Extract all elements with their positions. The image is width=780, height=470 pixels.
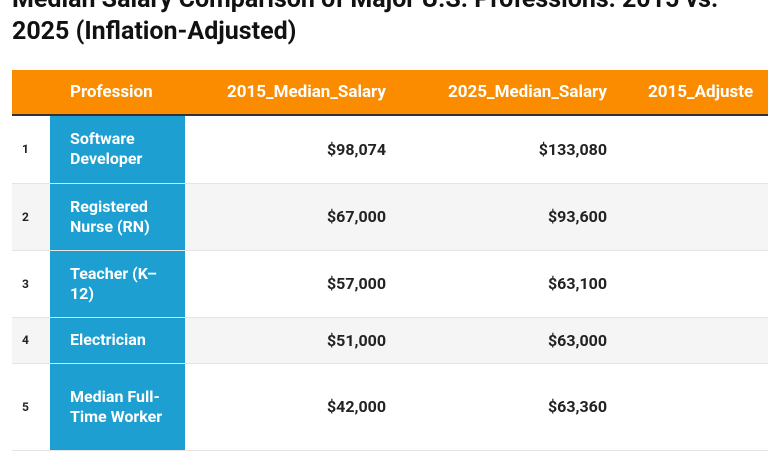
column-header: 2015_Adjuste <box>627 70 768 116</box>
empty-cell <box>627 115 768 184</box>
profession-cell: Registered Nurse (RN) <box>50 183 185 251</box>
salary-cell: $67,000 <box>185 183 406 251</box>
salary-cell: $133,080 <box>406 115 627 184</box>
salary-cell: $93,600 <box>406 183 627 251</box>
profession-cell: Median Full-Time Worker <box>50 363 185 451</box>
table-container: Profession 2015_Median_Salary 2025_Median_… <box>12 70 768 451</box>
empty-cell <box>627 317 768 364</box>
empty-cell <box>627 250 768 318</box>
column-header: Profession <box>50 70 185 116</box>
profession-cell: Electrician <box>50 317 185 364</box>
column-header: 2015_Median_Salary <box>185 70 406 116</box>
row-index: 3 <box>12 250 50 318</box>
header-cell <box>12 70 50 116</box>
profession-cell: Teacher (K–12) <box>50 250 185 318</box>
table-row: 4 Electrician $51,000 $63,000 <box>12 317 768 364</box>
row-index: 2 <box>12 183 50 251</box>
table-row: 2 Registered Nurse (RN) $67,000 $93,600 <box>12 183 768 251</box>
row-index: 4 <box>12 317 50 364</box>
salary-cell: $98,074 <box>185 115 406 184</box>
row-index: 5 <box>12 363 50 451</box>
salary-cell: $63,000 <box>406 317 627 364</box>
profession-cell: Software Developer <box>50 115 185 184</box>
page-title: Median Salary Comparison of Major U.S. P… <box>12 0 718 46</box>
empty-cell <box>627 363 768 451</box>
salary-cell: $42,000 <box>185 363 406 451</box>
salary-cell: $63,100 <box>406 250 627 318</box>
salary-cell: $57,000 <box>185 250 406 318</box>
header-row: Profession 2015_Median_Salary 2025_Median_… <box>12 70 768 116</box>
salary-table: Profession 2015_Median_Salary 2025_Median_… <box>12 70 768 451</box>
salary-cell: $63,360 <box>406 363 627 451</box>
salary-cell: $51,000 <box>185 317 406 364</box>
table-body: 1 Software Developer $98,074 $133,080 2 Regis… <box>12 115 768 451</box>
table-row: 5 Median Full-Time Worker $42,000 $63,360 <box>12 363 768 451</box>
row-index: 1 <box>12 115 50 184</box>
column-header: 2025_Median_Salary <box>406 70 627 116</box>
table-row: 1 Software Developer $98,074 $133,080 <box>12 115 768 184</box>
empty-cell <box>627 183 768 251</box>
table-row: 3 Teacher (K–12) $57,000 $63,100 <box>12 250 768 318</box>
